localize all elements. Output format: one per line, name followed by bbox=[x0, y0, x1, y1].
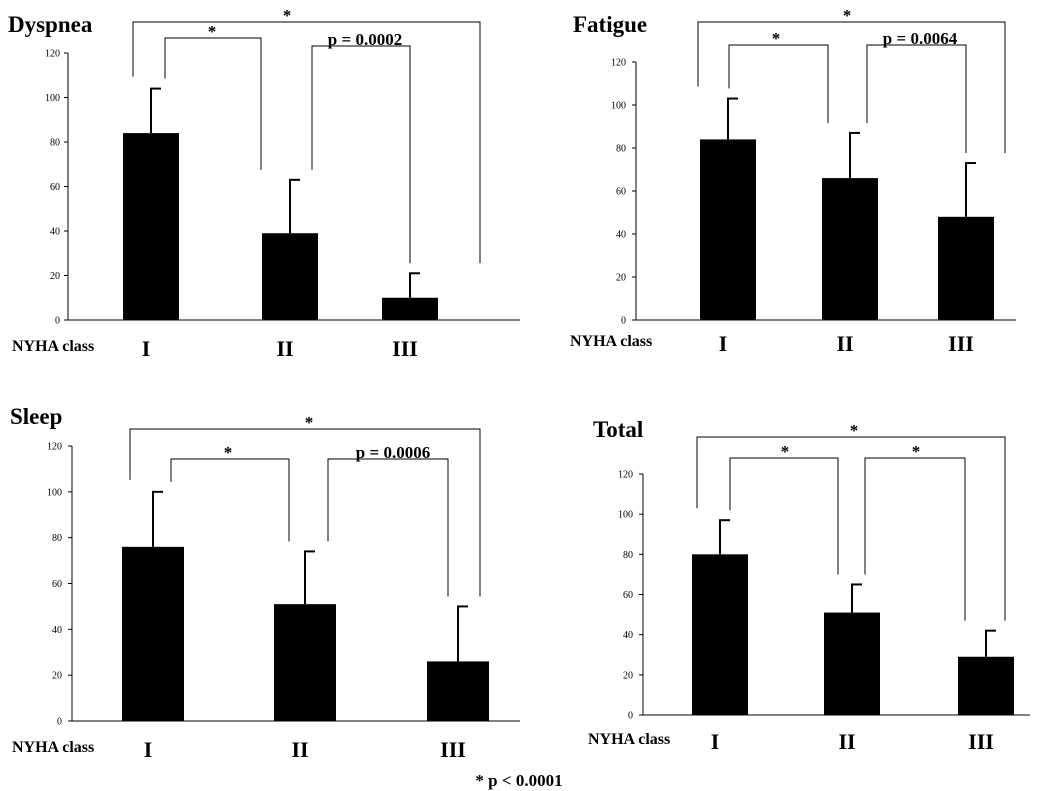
y-tick-label: 0 bbox=[621, 316, 626, 327]
y-tick-label: 100 bbox=[45, 93, 60, 104]
y-tick-label: 120 bbox=[611, 58, 626, 69]
y-tick-label: 80 bbox=[52, 533, 62, 544]
bracket-I-III bbox=[132, 21, 481, 264]
annotation-I-II: * bbox=[224, 443, 233, 462]
y-tick-label: 100 bbox=[47, 487, 62, 498]
annotation-I-III: * bbox=[283, 6, 292, 25]
bar-III bbox=[427, 661, 489, 721]
bracket-II-III bbox=[311, 45, 411, 264]
y-tick-label: 60 bbox=[50, 182, 60, 193]
y-tick-label: 20 bbox=[52, 671, 62, 682]
y-tick-label: 40 bbox=[52, 625, 62, 636]
footnote: * p < 0.0001 bbox=[475, 771, 562, 790]
bracket-I-III bbox=[696, 436, 1006, 621]
category-label-II: II bbox=[836, 331, 853, 356]
bar-II bbox=[824, 612, 880, 715]
category-label-I: I bbox=[711, 729, 720, 754]
category-label-II: II bbox=[838, 729, 855, 754]
y-tick-label: 40 bbox=[50, 227, 60, 238]
bar-I bbox=[123, 133, 179, 320]
x-axis-label: NYHA class bbox=[12, 338, 94, 355]
annotation-I-II: * bbox=[772, 29, 781, 48]
annotation-I-III: * bbox=[843, 6, 852, 25]
category-label-I: I bbox=[144, 737, 153, 762]
bar-I bbox=[122, 546, 184, 721]
category-label-III: III bbox=[392, 336, 418, 361]
y-tick-label: 120 bbox=[47, 442, 62, 453]
bracket-I-II bbox=[728, 44, 829, 123]
bar-III bbox=[938, 216, 994, 320]
bar-I bbox=[692, 554, 748, 715]
chart-title: Fatigue bbox=[573, 12, 647, 37]
bar-II bbox=[262, 233, 318, 320]
bracket-I-III bbox=[129, 428, 481, 597]
category-label-III: III bbox=[440, 737, 466, 762]
y-tick-label: 40 bbox=[616, 230, 626, 241]
bar-III bbox=[382, 297, 438, 320]
category-label-II: II bbox=[291, 737, 308, 762]
x-axis-label: NYHA class bbox=[12, 739, 94, 756]
annotation-I-III: * bbox=[305, 413, 314, 432]
bracket-I-III bbox=[697, 21, 1006, 154]
category-label-III: III bbox=[948, 331, 974, 356]
bracket-II-III bbox=[327, 458, 449, 597]
bar-III bbox=[958, 656, 1014, 715]
annotation-II-III: p = 0.0006 bbox=[356, 443, 430, 462]
bracket-II-III bbox=[864, 457, 966, 621]
category-label-I: I bbox=[142, 336, 151, 361]
y-tick-label: 0 bbox=[55, 316, 60, 327]
y-tick-label: 0 bbox=[57, 717, 62, 728]
y-tick-label: 80 bbox=[623, 550, 633, 561]
y-tick-label: 80 bbox=[50, 138, 60, 149]
bar-II bbox=[274, 604, 336, 721]
bracket-I-II bbox=[170, 458, 290, 542]
chart-title: Dyspnea bbox=[8, 12, 93, 37]
annotation-II-III: p = 0.0002 bbox=[328, 30, 402, 49]
bar-I bbox=[700, 139, 756, 320]
annotation-I-II: * bbox=[208, 22, 217, 41]
category-label-III: III bbox=[968, 729, 994, 754]
y-tick-label: 60 bbox=[623, 590, 633, 601]
annotation-I-III: * bbox=[850, 421, 859, 440]
y-tick-label: 120 bbox=[45, 49, 60, 60]
y-tick-label: 20 bbox=[50, 271, 60, 282]
y-tick-label: 20 bbox=[623, 670, 633, 681]
y-tick-label: 20 bbox=[616, 273, 626, 284]
y-tick-label: 120 bbox=[618, 470, 633, 481]
y-tick-label: 100 bbox=[618, 510, 633, 521]
x-axis-label: NYHA class bbox=[570, 333, 652, 350]
y-tick-label: 40 bbox=[623, 630, 633, 641]
chart-title: Total bbox=[593, 417, 643, 442]
category-label-I: I bbox=[719, 331, 728, 356]
bracket-I-II bbox=[164, 37, 262, 170]
bracket-I-II bbox=[729, 457, 839, 575]
x-axis-label: NYHA class bbox=[588, 731, 670, 748]
chart-title: Sleep bbox=[10, 404, 62, 429]
annotation-I-II: * bbox=[781, 442, 790, 461]
bracket-II-III bbox=[866, 44, 967, 154]
category-label-II: II bbox=[276, 336, 293, 361]
y-tick-label: 60 bbox=[52, 579, 62, 590]
y-tick-label: 80 bbox=[616, 144, 626, 155]
y-tick-label: 0 bbox=[628, 711, 633, 722]
bar-II bbox=[822, 178, 878, 320]
y-tick-label: 100 bbox=[611, 101, 626, 112]
annotation-II-III: p = 0.0064 bbox=[883, 29, 958, 48]
annotation-II-III: * bbox=[912, 442, 921, 461]
y-tick-label: 60 bbox=[616, 187, 626, 198]
